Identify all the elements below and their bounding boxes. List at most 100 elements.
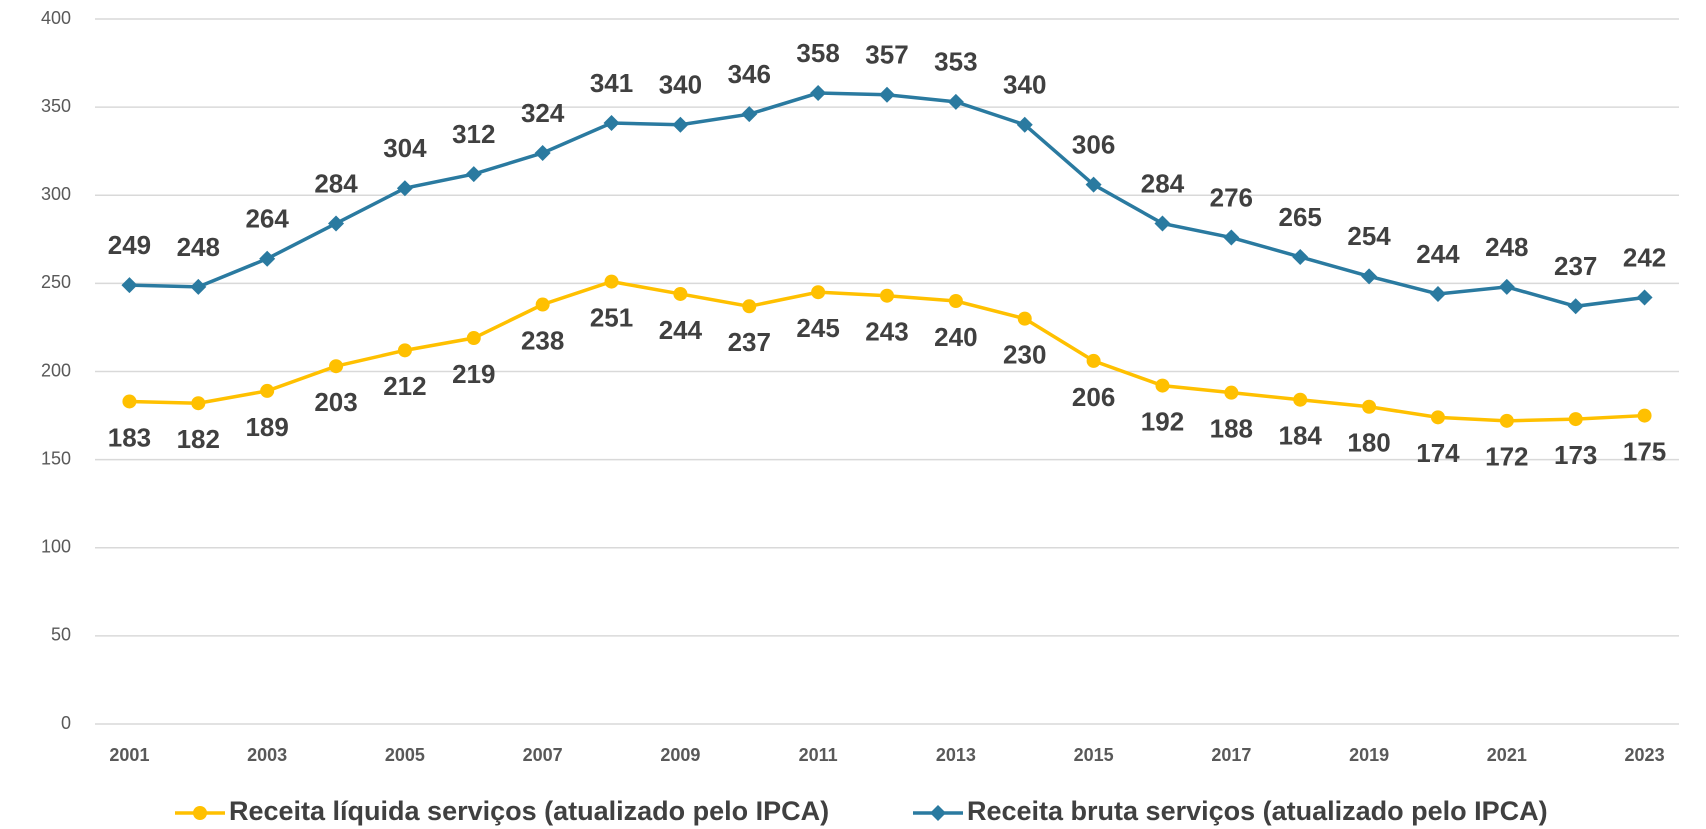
marker — [810, 85, 827, 102]
marker — [1636, 289, 1653, 306]
data-label: 341 — [590, 68, 633, 98]
marker — [930, 805, 946, 821]
data-label: 264 — [245, 204, 289, 234]
x-tick-label: 2017 — [1211, 745, 1251, 765]
data-label: 243 — [865, 317, 908, 347]
marker — [535, 297, 550, 312]
marker — [1154, 215, 1171, 232]
data-label: 353 — [934, 47, 977, 77]
x-tick-label: 2005 — [385, 745, 425, 765]
marker — [1292, 248, 1309, 265]
y-tick-label: 200 — [41, 360, 71, 380]
x-tick-label: 2001 — [109, 745, 149, 765]
marker — [259, 250, 276, 267]
data-label: 244 — [659, 315, 703, 345]
data-label: 237 — [728, 327, 771, 357]
x-tick-label: 2021 — [1487, 745, 1527, 765]
data-label: 284 — [314, 168, 358, 198]
x-tick-label: 2023 — [1625, 745, 1665, 765]
data-label: 175 — [1623, 436, 1666, 466]
x-tick-label: 2011 — [799, 745, 838, 765]
y-tick-label: 0 — [61, 713, 71, 733]
marker — [328, 215, 345, 232]
marker — [1085, 176, 1102, 193]
marker — [1429, 285, 1446, 302]
data-label: 174 — [1416, 438, 1460, 468]
data-label: 238 — [521, 325, 564, 355]
marker — [1567, 298, 1584, 315]
data-label: 245 — [796, 313, 839, 343]
data-label: 304 — [383, 133, 427, 163]
data-label: 346 — [728, 59, 771, 89]
marker — [1362, 399, 1377, 414]
data-label: 265 — [1279, 202, 1322, 232]
legend-label: Receita líquida serviços (atualizado pel… — [229, 796, 829, 826]
marker — [947, 93, 964, 110]
marker — [1086, 353, 1101, 368]
y-tick-label: 300 — [41, 184, 71, 204]
marker — [1568, 412, 1583, 427]
series-line — [129, 91, 1645, 309]
marker — [811, 285, 826, 300]
data-label: 324 — [521, 98, 565, 128]
data-label: 230 — [1003, 340, 1046, 370]
y-tick-label: 350 — [41, 96, 71, 116]
data-label: 357 — [865, 40, 908, 70]
y-tick-label: 250 — [41, 272, 71, 292]
marker — [397, 343, 412, 358]
data-label: 276 — [1210, 182, 1253, 212]
marker — [191, 396, 206, 411]
marker — [1499, 413, 1514, 428]
marker — [741, 106, 758, 123]
marker — [603, 114, 620, 131]
y-tick-label: 150 — [41, 448, 71, 468]
data-label: 340 — [1003, 70, 1046, 100]
marker — [879, 86, 895, 103]
data-label: 254 — [1347, 221, 1391, 251]
data-label: 248 — [1485, 232, 1528, 262]
data-label: 180 — [1347, 428, 1390, 458]
data-label: 184 — [1279, 421, 1323, 451]
x-tick-label: 2019 — [1349, 745, 1389, 765]
marker — [1017, 311, 1032, 326]
marker — [190, 278, 207, 295]
y-tick-label: 100 — [41, 537, 71, 557]
marker — [880, 288, 894, 303]
legend-label: Receita bruta serviços (atualizado pelo … — [967, 796, 1548, 826]
x-tick-label: 2003 — [247, 745, 287, 765]
data-label: 242 — [1623, 242, 1666, 272]
marker — [742, 299, 757, 314]
data-label: 172 — [1485, 442, 1528, 472]
data-label: 188 — [1210, 414, 1253, 444]
y-tick-label: 50 — [51, 625, 71, 645]
marker — [465, 166, 482, 183]
marker — [396, 180, 413, 197]
data-label: 340 — [659, 70, 702, 100]
marker — [193, 806, 207, 820]
marker — [1155, 378, 1170, 393]
marker — [672, 116, 689, 133]
marker — [604, 274, 619, 289]
marker — [534, 144, 551, 161]
marker — [1361, 268, 1378, 285]
x-tick-label: 2013 — [936, 745, 976, 765]
data-label: 251 — [590, 302, 633, 332]
marker — [673, 286, 688, 301]
y-tick-label: 400 — [41, 8, 71, 28]
data-label: 237 — [1554, 251, 1597, 281]
x-tick-label: 2007 — [523, 745, 563, 765]
marker — [122, 394, 137, 409]
data-label: 249 — [108, 230, 151, 260]
marker — [1293, 392, 1308, 407]
data-label: 173 — [1554, 440, 1597, 470]
marker — [1224, 385, 1239, 400]
data-label: 206 — [1072, 382, 1115, 412]
x-tick-label: 2009 — [660, 745, 700, 765]
marker — [1430, 410, 1445, 425]
marker — [121, 277, 138, 294]
data-label: 182 — [177, 424, 220, 454]
data-label: 183 — [108, 422, 151, 452]
data-label: 244 — [1416, 239, 1460, 269]
marker — [329, 359, 344, 374]
